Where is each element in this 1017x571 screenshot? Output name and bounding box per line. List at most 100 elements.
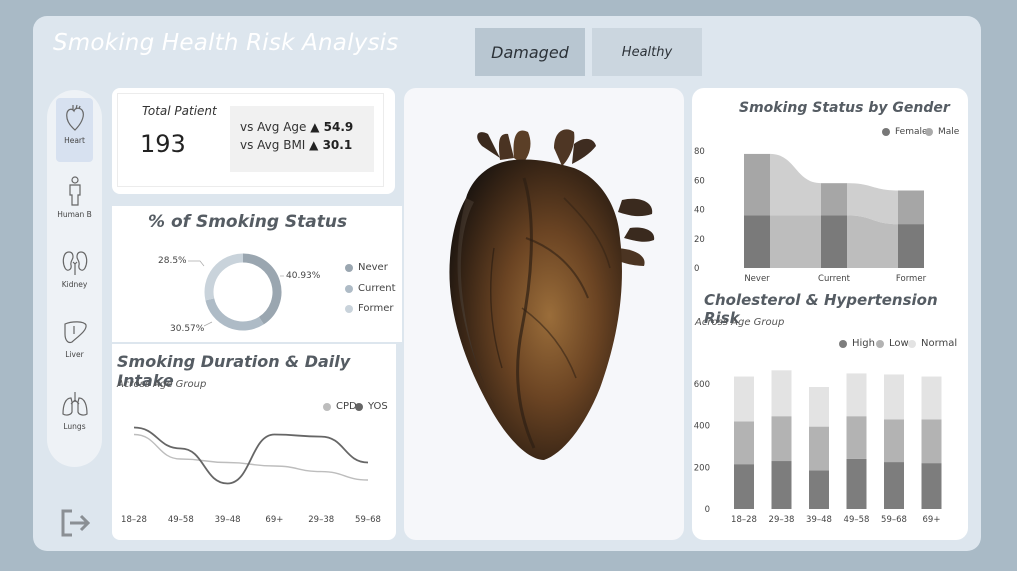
bar-low-29–38[interactable]: [771, 416, 792, 462]
x-tick-label: Never: [744, 274, 770, 284]
bar-low-39–48[interactable]: [809, 426, 829, 471]
bar-normal-49–58[interactable]: [846, 373, 867, 417]
heart-icon: [65, 104, 84, 131]
smoking-status-card: % of Smoking Status 28.5% 40.93% 30.57% …: [112, 206, 402, 342]
kpi-card: Total Patient 193 vs Avg Age ▲ 54.9 vs A…: [112, 88, 395, 194]
donut-slice-current[interactable]: [205, 298, 264, 331]
avg-bmi-value: ▲ 30.1: [309, 138, 353, 152]
line-series-yos[interactable]: [133, 426, 369, 485]
bar-male-former[interactable]: [898, 190, 924, 225]
legend-former: Former: [345, 303, 393, 314]
ribbon-female: [847, 215, 898, 268]
bar-normal-69+[interactable]: [921, 376, 942, 420]
gender-card: Smoking Status by Gender Female Male 0 20…: [692, 88, 968, 288]
bar-normal-29–38[interactable]: [771, 370, 792, 417]
x-tick-label: 18–28: [731, 515, 757, 525]
y-tick-label: 20: [694, 235, 705, 245]
ribbon-male: [770, 153, 821, 216]
x-tick-label: 69+: [923, 515, 941, 525]
x-tick-label: 49–58: [168, 515, 194, 525]
bar-low-69+[interactable]: [921, 419, 942, 464]
smoking-duration-card: Smoking Duration & Daily Intake Across A…: [112, 344, 396, 540]
bar-female-former[interactable]: [898, 224, 924, 268]
bar-male-never[interactable]: [744, 153, 770, 216]
exit-icon[interactable]: [60, 508, 92, 538]
smoking-status-donut: [188, 253, 284, 331]
cholesterol-card: Cholesterol & Hypertension Risk Across A…: [692, 288, 968, 540]
avg-bmi-label: vs Avg BMI: [240, 138, 306, 152]
donut-slice-former[interactable]: [204, 253, 244, 301]
gender-title: Smoking Status by Gender: [739, 100, 950, 116]
legend-current: Current: [345, 283, 396, 294]
bar-low-49–58[interactable]: [846, 416, 867, 459]
current-pct-label: 30.57%: [170, 324, 205, 334]
former-pct-label: 28.5%: [158, 256, 187, 266]
sidebar-item-label: Lungs: [63, 422, 86, 431]
x-tick-label: 29–38: [769, 515, 795, 525]
bar-normal-18–28[interactable]: [734, 376, 754, 422]
donut-slice-never[interactable]: [242, 253, 282, 325]
avg-age-label: vs Avg Age: [240, 120, 307, 134]
avg-age-value: ▲ 54.9: [310, 120, 354, 134]
cholesterol-title: Cholesterol & Hypertension Risk: [704, 291, 938, 327]
kpi-label: Total Patient: [142, 104, 217, 118]
bar-high-29–38[interactable]: [771, 461, 792, 509]
y-tick-label: 80: [694, 147, 705, 157]
sidebar-item-liver[interactable]: Liver: [56, 312, 93, 376]
tab-damaged[interactable]: Damaged: [475, 28, 585, 76]
legend-female: Female: [882, 127, 928, 137]
sidebar-item-label: Human B: [57, 210, 92, 219]
bar-high-39–48[interactable]: [809, 470, 829, 509]
smoking-duration-chart: 18–28 49–58 39–48 69+ 29–38 59–68: [121, 426, 381, 525]
cholesterol-subtitle: Across Age Group: [695, 317, 785, 328]
y-tick-label: 0: [694, 264, 699, 274]
y-tick-label: 60: [694, 176, 705, 186]
x-tick-label: 39–48: [215, 515, 241, 525]
bar-high-59–68[interactable]: [884, 462, 904, 509]
x-tick-label: Former: [896, 274, 927, 284]
kpi-value: 193: [140, 130, 186, 158]
bar-female-current[interactable]: [821, 215, 847, 268]
sidebar-item-human-body[interactable]: Human B: [56, 170, 93, 234]
y-tick-label: 0: [705, 505, 710, 515]
smoking-status-title: % of Smoking Status: [148, 212, 348, 232]
legend-cpd: CPD: [323, 401, 357, 412]
bar-high-18–28[interactable]: [734, 464, 754, 509]
bar-normal-59–68[interactable]: [884, 374, 904, 420]
y-tick-label: 600: [694, 380, 710, 390]
tab-healthy[interactable]: Healthy: [592, 28, 702, 76]
lungs-icon: [61, 392, 88, 416]
x-tick-label: 29–38: [308, 515, 334, 525]
heart-image-card: [404, 88, 684, 540]
x-tick-label: 39–48: [806, 515, 832, 525]
kpi-inner: Total Patient 193 vs Avg Age ▲ 54.9 vs A…: [117, 93, 384, 187]
sidebar-item-label: Heart: [64, 136, 85, 145]
human-body-icon: [68, 176, 81, 206]
bar-high-69+[interactable]: [921, 463, 942, 509]
bar-female-never[interactable]: [744, 215, 770, 268]
ribbon-female: [770, 215, 821, 268]
legend-low: Low: [876, 338, 909, 349]
sidebar-item-kidney[interactable]: Kidney: [56, 242, 93, 306]
legend-never: Never: [345, 262, 388, 273]
bar-low-59–68[interactable]: [884, 419, 904, 463]
anatomical-heart-image: [449, 129, 655, 460]
sidebar-item-label: Liver: [65, 350, 84, 359]
bar-normal-39–48[interactable]: [809, 386, 829, 427]
bar-low-18–28[interactable]: [734, 421, 754, 465]
sidebar-item-lungs[interactable]: Lungs: [56, 384, 93, 448]
legend-high: High: [839, 338, 875, 349]
y-tick-label: 400: [694, 422, 710, 432]
legend-male: Male: [925, 127, 959, 137]
page-title: Smoking Health Risk Analysis: [53, 30, 399, 56]
bar-high-49–58[interactable]: [846, 458, 867, 509]
y-tick-label: 40: [694, 206, 705, 216]
bar-male-current[interactable]: [821, 183, 847, 216]
gender-chart: 0 20 40 60 80 Never Current Former: [694, 147, 927, 284]
x-tick-label: 69+: [265, 515, 283, 525]
kidney-icon: [62, 251, 87, 275]
sidebar-nav: Heart Human B Kidney Liver Lungs: [47, 90, 102, 467]
sidebar-item-heart[interactable]: Heart: [56, 98, 93, 162]
y-tick-label: 200: [694, 463, 710, 473]
ribbon-male: [847, 183, 898, 225]
